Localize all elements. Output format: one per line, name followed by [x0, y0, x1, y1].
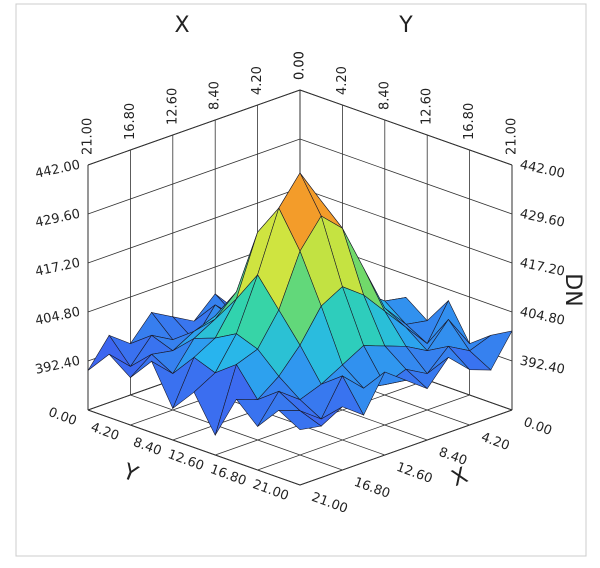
surface-cell: [278, 410, 322, 430]
y-axis-title: Y: [398, 13, 413, 38]
grid-line: [257, 394, 470, 471]
z-tick-label: 442.00: [34, 158, 82, 182]
x-tick-label: 4.20: [479, 430, 511, 454]
y-tick-label: 21.00: [250, 477, 290, 504]
y-tick-label: 4.20: [89, 420, 121, 444]
grid-line: [87, 138, 301, 215]
z-tick-label: 442.00: [518, 158, 566, 182]
y-tick-label: 16.80: [208, 462, 248, 489]
grid-line: [87, 409, 301, 486]
x-tick-label: 4.20: [250, 66, 265, 95]
grid-line: [130, 394, 343, 471]
y-tick-label: 12.60: [420, 88, 435, 125]
x-tick-label: 16.80: [352, 475, 392, 502]
z-tick-label: 429.60: [34, 207, 82, 231]
x-tick-label: 16.80: [123, 103, 138, 140]
x-axis-title: X: [174, 13, 189, 38]
x-tick-label: 0.00: [521, 415, 553, 439]
x-tick-label: 0.00: [293, 51, 308, 80]
z-tick-label: 404.80: [518, 305, 566, 329]
grid-line: [87, 89, 301, 166]
y-tick-label: 0.00: [293, 51, 308, 80]
grid-line: [299, 409, 513, 486]
y-axis-title-bottom: Y: [118, 459, 141, 488]
z-tick-label: 404.80: [34, 305, 82, 329]
y-tick-label: 0.00: [46, 405, 78, 429]
x-tick-label: 21.00: [309, 490, 349, 517]
grid-line: [299, 89, 513, 166]
z-tick-label: 417.20: [34, 256, 82, 280]
y-tick-label: 4.20: [335, 66, 350, 95]
z-tick-label: 392.40: [518, 354, 566, 378]
x-tick-label: 8.40: [208, 81, 223, 110]
y-tick-label: 8.40: [377, 81, 392, 110]
z-tick-label: 429.60: [518, 207, 566, 231]
y-tick-label: 12.60: [166, 447, 206, 474]
y-tick-label: 8.40: [131, 435, 163, 459]
z-tick-label: 417.20: [518, 256, 566, 280]
grid-line: [299, 187, 513, 264]
grid-line: [87, 187, 301, 264]
grid-line: [299, 138, 513, 215]
z-axis-title: DN: [560, 273, 585, 306]
x-tick-label: 12.60: [165, 88, 180, 125]
y-tick-label: 21.00: [505, 118, 520, 155]
x-tick-label: 21.00: [81, 118, 96, 155]
frame: [15, 3, 587, 557]
x-tick-label: 12.60: [394, 460, 434, 487]
y-tick-label: 16.80: [462, 103, 477, 140]
z-tick-label: 392.40: [34, 354, 82, 378]
x-tick-label: 8.40: [437, 445, 469, 469]
